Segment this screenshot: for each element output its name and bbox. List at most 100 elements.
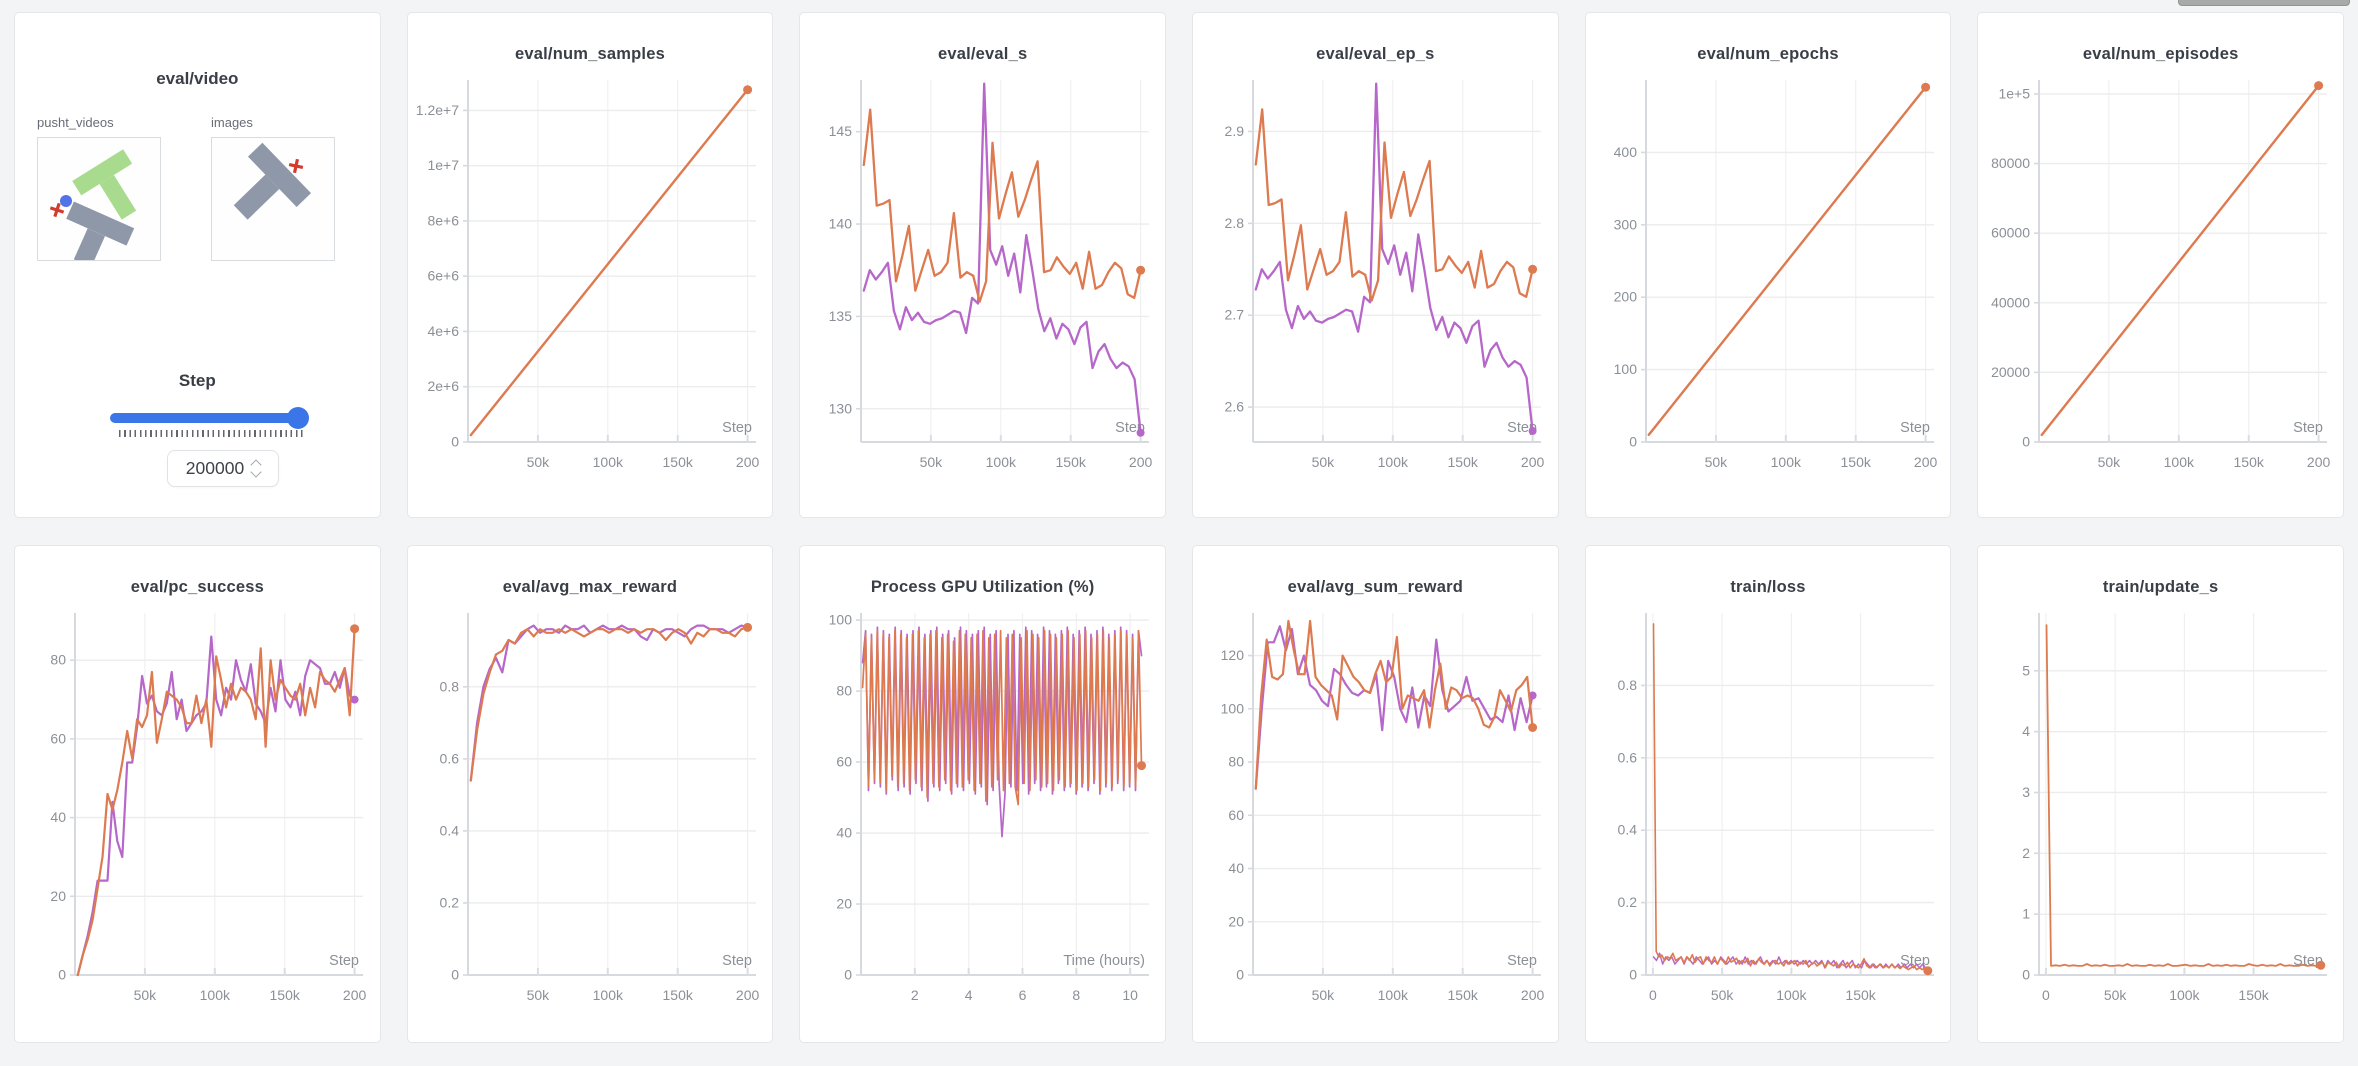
svg-text:150k: 150k — [1841, 454, 1872, 470]
step-slider-track[interactable] — [110, 413, 306, 423]
target-cross-icon — [288, 158, 304, 174]
chart-canvas: 0 20 40 60 80 50k 100k 150k 200 Step — [15, 605, 380, 1029]
panel-train-update-s[interactable]: train/update_s 0 1 2 3 4 5 0 50k 100k 150k Step — [1977, 545, 2344, 1043]
svg-text:50k: 50k — [1711, 987, 1735, 1003]
svg-text:0.2: 0.2 — [440, 894, 460, 910]
chart-canvas: 0 20 40 60 80 100 120 50k 100k 150k 200 Step — [1193, 605, 1558, 1029]
svg-text:40000: 40000 — [1991, 294, 2030, 310]
svg-text:0.4: 0.4 — [440, 822, 460, 838]
chart-title: eval/eval_ep_s — [1316, 45, 1435, 63]
svg-text:80000: 80000 — [1991, 155, 2030, 171]
target-cross-icon — [49, 202, 65, 218]
svg-text:Time (hours): Time (hours) — [1063, 953, 1145, 969]
images-thumbnail[interactable] — [211, 137, 335, 261]
svg-text:40: 40 — [1229, 860, 1245, 876]
chart-title: eval/num_samples — [515, 45, 665, 63]
svg-text:0: 0 — [2022, 967, 2030, 983]
svg-text:150k: 150k — [270, 987, 301, 1003]
svg-text:1: 1 — [2022, 906, 2030, 922]
svg-text:2.7: 2.7 — [1225, 307, 1245, 323]
svg-text:4: 4 — [964, 987, 972, 1003]
svg-text:50k: 50k — [2104, 987, 2128, 1003]
panel-eval-avg-max-reward[interactable]: eval/avg_max_reward 0 0.2 0.4 0.6 0.8 50k 100k… — [406, 545, 774, 1043]
svg-text:2e+6: 2e+6 — [427, 378, 459, 394]
chart-canvas: 2.6 2.7 2.8 2.9 50k 100k 150k 200 Step — [1193, 72, 1558, 496]
svg-text:4: 4 — [2022, 723, 2030, 739]
panel-eval-num-episodes[interactable]: eval/num_episodes 0 20000 40000 60000 80000 1… — [1977, 12, 2344, 518]
chart-title: eval/num_episodes — [2082, 45, 2239, 63]
svg-text:Step: Step — [1507, 953, 1537, 969]
svg-text:100k: 100k — [985, 454, 1016, 470]
panel-eval-num-epochs[interactable]: eval/num_epochs 0 100 200 300 400 50k 100k 150k… — [1584, 12, 1952, 518]
step-slider-thumb[interactable] — [287, 407, 309, 429]
panel-eval-video[interactable]: eval/video pusht_videos images — [14, 12, 381, 518]
panel-eval-eval-s[interactable]: eval/eval_s 130 135 140 145 50k 100k 150k 200 St… — [799, 12, 1166, 518]
chart-canvas: 0 20 40 60 80 100 2 4 6 8 10 Time (hours) — [800, 605, 1165, 1029]
svg-text:120: 120 — [1221, 647, 1245, 663]
svg-text:40: 40 — [51, 809, 67, 825]
svg-text:100: 100 — [1221, 700, 1245, 716]
svg-text:100: 100 — [828, 612, 852, 628]
spinner-down-icon[interactable] — [250, 466, 262, 478]
svg-text:8e+6: 8e+6 — [427, 212, 459, 228]
svg-text:20: 20 — [836, 896, 852, 912]
svg-text:50k: 50k — [919, 454, 943, 470]
svg-text:100k: 100k — [2163, 454, 2194, 470]
panel-eval-pc-success[interactable]: eval/pc_success 0 20 40 60 80 50k 100k 150k 200 S… — [14, 545, 381, 1043]
pusht-video-thumbnail[interactable] — [37, 137, 161, 268]
svg-text:0.6: 0.6 — [440, 750, 460, 766]
svg-text:0.8: 0.8 — [1618, 677, 1638, 693]
svg-text:135: 135 — [828, 308, 852, 324]
step-value[interactable]: 200000 — [185, 458, 245, 478]
chart-title: Process GPU Utilization (%) — [870, 578, 1095, 596]
panel-gpu-utilization[interactable]: Process GPU Utilization (%) 0 20 40 60 80 100… — [799, 545, 1166, 1043]
svg-text:10: 10 — [1122, 987, 1138, 1003]
svg-text:Step: Step — [722, 420, 752, 436]
svg-text:50k: 50k — [527, 987, 551, 1003]
panel-eval-avg-sum-reward[interactable]: eval/avg_sum_reward 0 20 40 60 80 100 120 50k 10… — [1191, 545, 1559, 1043]
svg-text:6e+6: 6e+6 — [427, 268, 459, 284]
chart-title: train/update_s — [2102, 578, 2219, 596]
svg-text:60: 60 — [836, 754, 852, 770]
svg-text:40: 40 — [836, 825, 852, 841]
chart-title: eval/avg_max_reward — [502, 578, 678, 596]
svg-text:100k: 100k — [1771, 454, 1802, 470]
step-number-input[interactable]: 200000 — [167, 450, 279, 487]
svg-text:60000: 60000 — [1991, 225, 2030, 241]
panel-eval-num-samples[interactable]: eval/num_samples 0 2e+6 4e+6 6e+6 8e+6 1e+7 1.… — [406, 12, 774, 518]
svg-text:0: 0 — [1629, 434, 1637, 450]
svg-text:0: 0 — [2042, 987, 2050, 1003]
svg-text:0.2: 0.2 — [1618, 894, 1638, 910]
svg-text:8: 8 — [1072, 987, 1080, 1003]
media-caption-images: images — [211, 115, 253, 130]
svg-text:50k: 50k — [1705, 454, 1729, 470]
svg-text:200: 200 — [1521, 987, 1545, 1003]
svg-text:150k: 150k — [2233, 454, 2264, 470]
svg-text:300: 300 — [1614, 216, 1638, 232]
svg-text:Step: Step — [1900, 420, 1930, 436]
svg-text:200: 200 — [343, 987, 367, 1003]
svg-text:50k: 50k — [1312, 454, 1336, 470]
svg-text:100k: 100k — [593, 454, 624, 470]
svg-text:Step: Step — [2293, 420, 2323, 436]
panel-title: eval/video — [156, 69, 239, 88]
svg-text:Step: Step — [329, 953, 359, 969]
number-spinner[interactable] — [250, 459, 262, 478]
chart-canvas: 0 0.2 0.4 0.6 0.8 0 50k 100k 150k Step — [1586, 605, 1951, 1029]
panel-eval-eval-ep-s[interactable]: eval/eval_ep_s 2.6 2.7 2.8 2.9 50k 100k 150k 20… — [1191, 12, 1559, 518]
svg-text:2.8: 2.8 — [1225, 215, 1245, 231]
svg-text:200: 200 — [736, 987, 760, 1003]
svg-text:80: 80 — [51, 652, 67, 668]
svg-text:400: 400 — [1614, 144, 1638, 160]
agent-dot — [60, 195, 72, 207]
svg-text:60: 60 — [51, 730, 67, 746]
svg-text:0: 0 — [59, 967, 67, 983]
svg-text:100k: 100k — [2169, 987, 2200, 1003]
step-slider-ruler — [119, 430, 303, 437]
panel-train-loss[interactable]: train/loss 0 0.2 0.4 0.6 0.8 0 50k 100k 150k Step — [1584, 545, 1952, 1043]
svg-text:2.6: 2.6 — [1225, 399, 1245, 415]
svg-text:0.6: 0.6 — [1618, 749, 1638, 765]
svg-text:150k: 150k — [1845, 987, 1876, 1003]
horizontal-scrollbar-thumb[interactable] — [2178, 0, 2350, 6]
